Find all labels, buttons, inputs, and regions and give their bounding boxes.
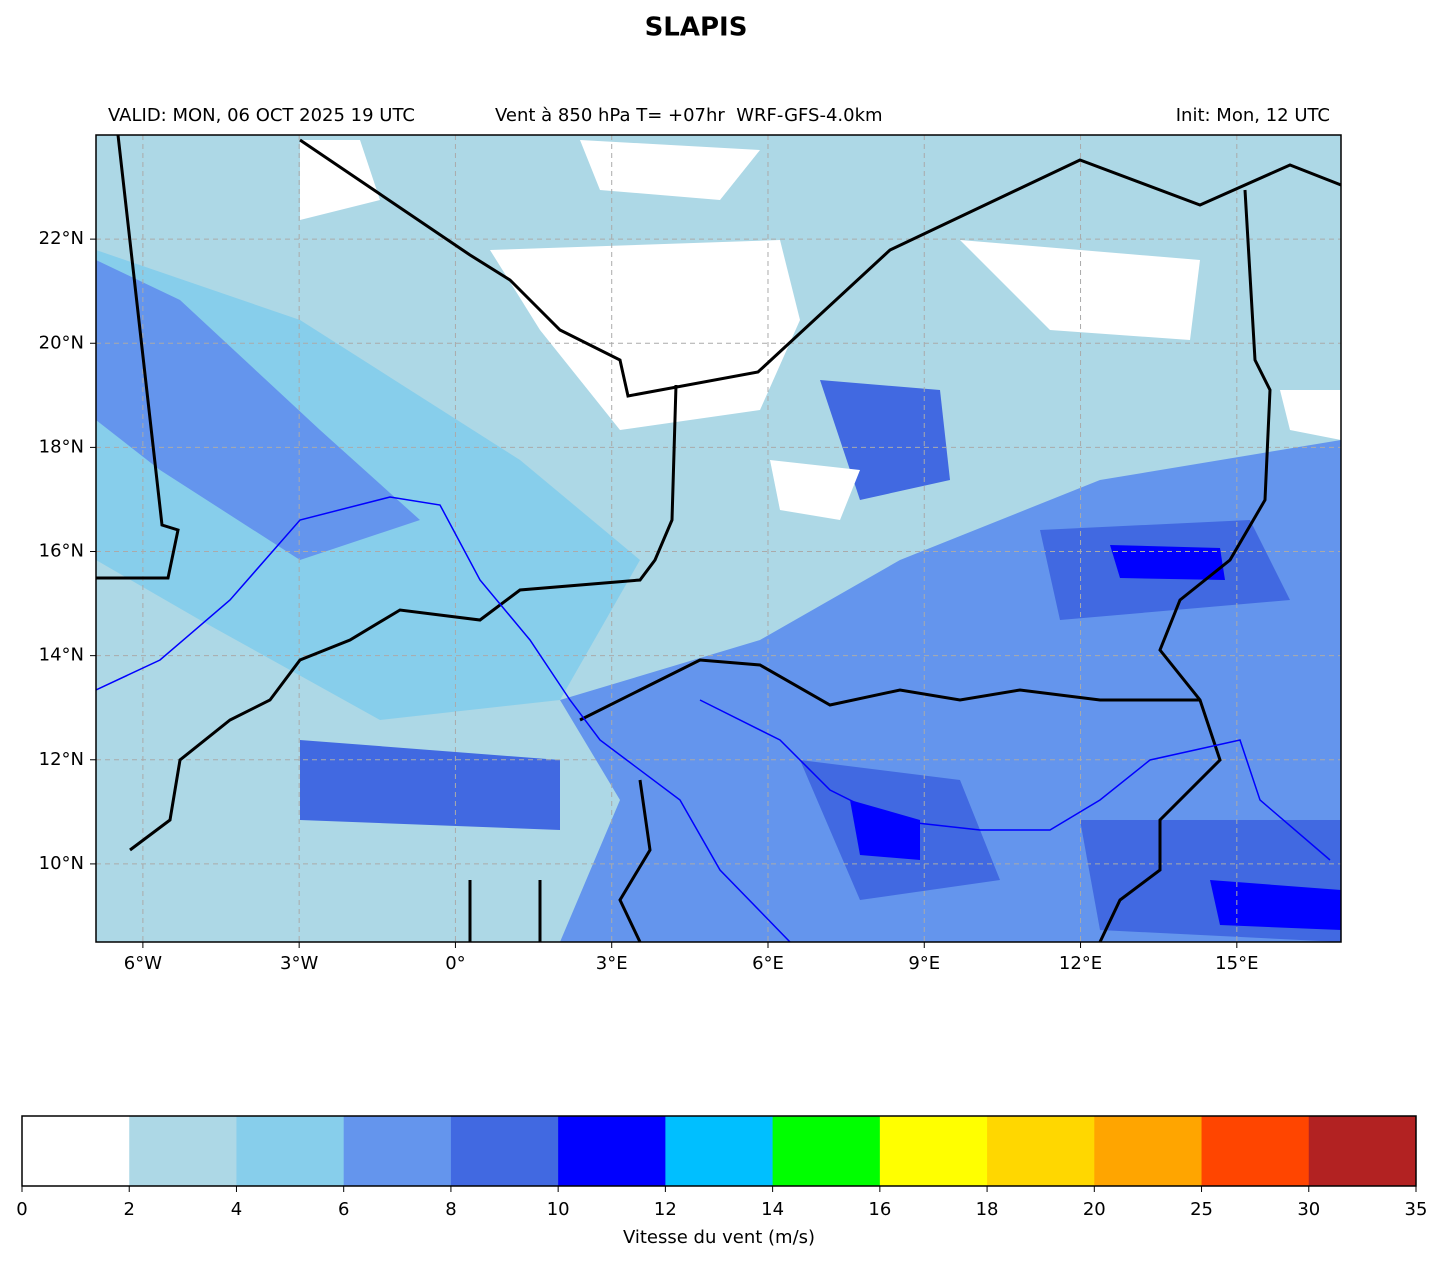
river (96, 496, 791, 942)
y-tick-label: 18°N (39, 436, 84, 457)
field-region (770, 460, 860, 520)
field-region (850, 800, 920, 860)
field-region (96, 260, 420, 560)
field-region (1210, 880, 1341, 930)
colorbar-segment (236, 1116, 345, 1186)
subtitle-right: Init: Mon, 12 UTC (1176, 105, 1330, 126)
x-tick-label: 3°W (280, 953, 318, 974)
colorbar-tick-label: 16 (868, 1199, 891, 1220)
colorbar-tick-label: 18 (976, 1199, 999, 1220)
colorbar-segment (558, 1116, 666, 1186)
map-frame (95, 134, 1342, 943)
colorbar-segment (1201, 1116, 1310, 1186)
colorbar-segment (1094, 1116, 1203, 1186)
colorbar-label: Vitesse du vent (m/s) (623, 1227, 815, 1248)
x-tick-label: 15°E (1215, 953, 1258, 974)
subtitle-center: Vent à 850 hPa T= +07hr WRF-GFS-4.0km (495, 105, 883, 126)
colorbar-tick-label: 0 (16, 1199, 27, 1220)
colorbar-frame (21, 1115, 1417, 1187)
colorbar-tick-label: 35 (1405, 1199, 1428, 1220)
y-tick-label: 14°N (39, 645, 84, 666)
x-tick-label: 12°E (1059, 953, 1102, 974)
country-border (579, 658, 1200, 722)
colorbar-segment (772, 1116, 881, 1186)
subtitle-left: VALID: MON, 06 OCT 2025 19 UTC (108, 105, 415, 126)
country-border (1098, 189, 1272, 942)
colorbar-tick-label: 14 (761, 1199, 784, 1220)
colorbar-tick-label: 25 (1190, 1199, 1213, 1220)
field-region (300, 740, 560, 830)
colorbar-tick-label: 30 (1297, 1199, 1320, 1220)
field-region (490, 240, 800, 430)
colorbar-segment (665, 1116, 774, 1186)
country-border (96, 135, 180, 580)
country-border (299, 138, 1341, 398)
x-tick-label: 6°W (124, 953, 162, 974)
colorbar-tick-label: 4 (231, 1199, 242, 1220)
river (699, 699, 1331, 861)
map-field (96, 135, 1341, 942)
colorbar-tick-label: 10 (547, 1199, 570, 1220)
field-region (1280, 390, 1341, 440)
colorbar-segment (450, 1116, 559, 1186)
field-region (580, 140, 760, 200)
colorbar-tick-label: 6 (338, 1199, 349, 1220)
colorbar-segment (129, 1116, 237, 1186)
y-tick-label: 16°N (39, 541, 84, 562)
colorbar-segment (22, 1116, 130, 1186)
colorbar-tick-label: 12 (654, 1199, 677, 1220)
colorbar-tick-label: 2 (124, 1199, 135, 1220)
colorbar: 0 2 4 6 8 10 12 14 16 18 20 25 30 35 (16, 1116, 1427, 1220)
x-tick-label: 0° (445, 953, 465, 974)
colorbar-segment (879, 1116, 988, 1186)
y-tick-label: 20°N (39, 332, 84, 353)
colorbar-tick-label: 8 (445, 1199, 456, 1220)
colorbar-segment (343, 1116, 452, 1186)
country-border (129, 384, 678, 852)
colorbar-segment (987, 1116, 1095, 1186)
title: SLAPIS (645, 13, 748, 43)
colorbar-segment (1308, 1116, 1417, 1186)
x-tick-label: 6°E (752, 953, 784, 974)
field-region (300, 140, 380, 220)
y-tick-label: 22°N (39, 228, 84, 249)
colorbar-tick-label: 20 (1083, 1199, 1106, 1220)
country-border (468, 779, 652, 942)
x-tick-label: 9°E (908, 953, 940, 974)
field-region (960, 240, 1200, 340)
y-tick-label: 10°N (39, 853, 84, 874)
x-tick-label: 3°E (596, 953, 628, 974)
y-tick-label: 12°N (39, 749, 84, 770)
field-region (1110, 545, 1225, 580)
grid (96, 135, 1341, 942)
